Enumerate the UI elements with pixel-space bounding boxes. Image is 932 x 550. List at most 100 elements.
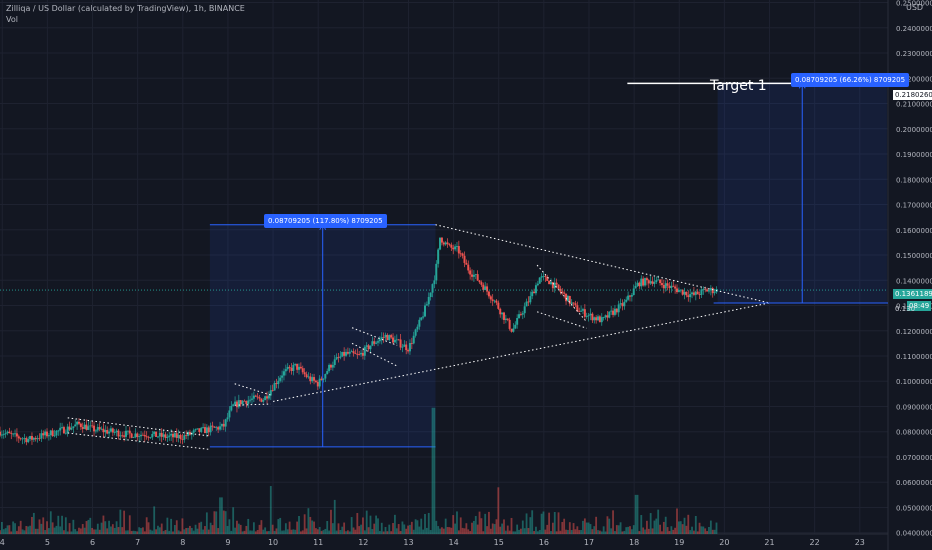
volume-bar bbox=[166, 517, 169, 534]
candle-body bbox=[104, 430, 107, 433]
volume-bar bbox=[401, 521, 404, 534]
volume-bar bbox=[81, 524, 84, 534]
volume-bar bbox=[689, 530, 692, 534]
countdown-tag: 08:49 bbox=[907, 301, 932, 311]
volume-bar bbox=[702, 526, 705, 534]
volume-bar bbox=[49, 511, 52, 534]
candle-body bbox=[433, 280, 436, 285]
candle-body bbox=[158, 432, 161, 437]
candle-body bbox=[77, 421, 80, 424]
volume-bar bbox=[87, 519, 90, 534]
candle-body bbox=[288, 366, 291, 368]
volume-bar bbox=[17, 526, 20, 534]
volume-bar bbox=[565, 529, 567, 534]
volume-bar bbox=[642, 527, 645, 534]
volume-bar bbox=[27, 526, 30, 534]
volume-bar bbox=[192, 530, 195, 534]
candle-body bbox=[538, 277, 541, 284]
candle-body bbox=[301, 368, 304, 373]
candle-body bbox=[666, 283, 669, 286]
candle-body bbox=[585, 316, 588, 317]
candle-body bbox=[14, 433, 17, 435]
candle-body bbox=[621, 303, 624, 307]
volume-bar bbox=[226, 526, 229, 534]
candle-body bbox=[81, 426, 84, 429]
volume-bar bbox=[128, 515, 131, 534]
volume-bar bbox=[83, 527, 86, 534]
x-tick-label: 7 bbox=[135, 538, 140, 547]
volume-bar bbox=[520, 528, 522, 534]
volume-bar bbox=[170, 518, 173, 534]
volume-bar bbox=[25, 525, 28, 534]
candle-body bbox=[207, 427, 210, 433]
candle-body bbox=[21, 438, 24, 440]
volume-bar bbox=[499, 526, 502, 534]
candle-body bbox=[476, 274, 479, 281]
volume-bar bbox=[110, 526, 112, 534]
volume-bar bbox=[333, 499, 336, 534]
volume-bar bbox=[516, 524, 519, 534]
volume-bar bbox=[245, 525, 248, 534]
candle-body bbox=[375, 342, 378, 344]
volume-bar bbox=[307, 508, 310, 534]
volume-bar bbox=[57, 515, 60, 534]
volume-bar bbox=[535, 526, 537, 534]
volume-bar bbox=[113, 527, 116, 534]
candle-body bbox=[350, 351, 353, 353]
volume-bar bbox=[529, 517, 532, 534]
candle-body bbox=[491, 299, 494, 301]
candle-body bbox=[53, 435, 56, 437]
candle-body bbox=[531, 291, 534, 297]
candle-body bbox=[704, 289, 707, 290]
candle-body bbox=[177, 434, 180, 438]
triangle-line bbox=[272, 302, 770, 402]
candle-body bbox=[425, 304, 428, 306]
candle-body bbox=[384, 334, 387, 338]
x-tick-label: 19 bbox=[674, 538, 684, 547]
candle-body bbox=[495, 300, 498, 303]
volume-bar bbox=[10, 531, 13, 534]
candle-body bbox=[672, 285, 675, 287]
volume-bar bbox=[711, 529, 714, 534]
candle-body bbox=[70, 427, 73, 430]
volume-bar bbox=[277, 519, 280, 534]
candle-body bbox=[664, 283, 667, 289]
volume-bar bbox=[608, 518, 611, 534]
candle-body bbox=[269, 390, 272, 396]
candle-body bbox=[702, 289, 705, 290]
candle-body bbox=[275, 383, 278, 385]
candle-body bbox=[480, 282, 483, 285]
candle-body bbox=[533, 291, 536, 294]
candle-body bbox=[613, 308, 616, 315]
candle-body bbox=[452, 247, 455, 250]
candle-body bbox=[156, 436, 159, 438]
volume-bar bbox=[685, 525, 688, 534]
volume-bar bbox=[390, 531, 393, 534]
volume-bar bbox=[386, 531, 389, 534]
candle-body bbox=[123, 435, 126, 437]
candle-body bbox=[615, 308, 618, 313]
candle-body bbox=[51, 430, 54, 436]
volume-bar bbox=[219, 497, 221, 534]
volume-bar bbox=[268, 530, 270, 534]
candle-body bbox=[608, 311, 611, 318]
volume-bar bbox=[196, 528, 199, 534]
volume-bar bbox=[104, 521, 107, 534]
candle-body bbox=[66, 426, 69, 433]
candle-body bbox=[314, 380, 317, 382]
volume-bar bbox=[96, 523, 99, 534]
candle-body bbox=[679, 289, 682, 291]
candle-body bbox=[354, 353, 357, 355]
candle-body bbox=[222, 423, 225, 427]
candle-body bbox=[446, 242, 449, 245]
candle-body bbox=[514, 324, 517, 329]
candle-body bbox=[57, 430, 60, 432]
volume-bar bbox=[331, 523, 334, 534]
candle-body bbox=[36, 438, 39, 440]
volume-bar bbox=[0, 521, 3, 534]
volume-bar bbox=[574, 529, 577, 534]
x-tick-label: 16 bbox=[539, 538, 549, 547]
candle-body bbox=[376, 341, 379, 343]
